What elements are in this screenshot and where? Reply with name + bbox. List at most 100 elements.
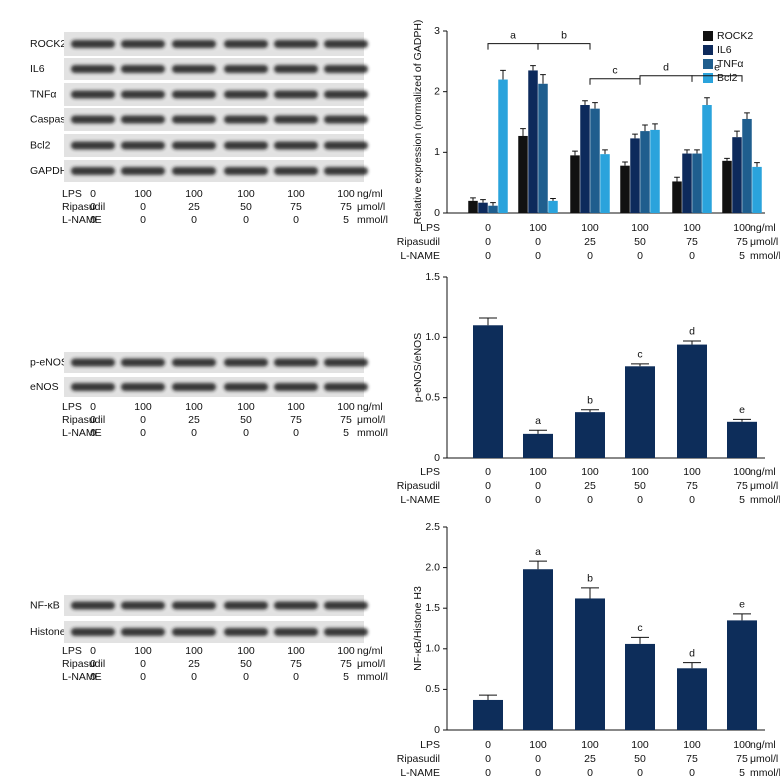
legend-swatch	[703, 59, 713, 69]
y-tick-label: 3	[434, 25, 440, 37]
blot-band	[224, 40, 268, 48]
condition-value: 100	[337, 401, 355, 413]
condition-value: 0	[293, 214, 299, 226]
blot-band	[172, 115, 216, 124]
condition-value: 100	[134, 188, 152, 200]
blot-band	[121, 90, 165, 99]
condition-unit: ng/ml	[357, 188, 383, 200]
bar	[600, 154, 610, 213]
condition-value: 25	[584, 480, 596, 492]
bar	[677, 344, 707, 458]
condition-value: 100	[287, 401, 305, 413]
condition-value: 0	[293, 427, 299, 439]
blot-label: GAPDH	[30, 165, 67, 177]
blot-band	[121, 167, 165, 175]
condition-value: 0	[485, 250, 491, 262]
condition-value: 25	[584, 753, 596, 765]
condition-value: 5	[343, 671, 349, 683]
condition-value: 5	[739, 767, 745, 779]
blot-band	[324, 115, 368, 124]
condition-value: 0	[90, 427, 96, 439]
blot-label: ROCK2	[30, 38, 66, 50]
error-bar	[581, 587, 599, 599]
bar-label: c	[637, 349, 642, 361]
condition-value: 100	[185, 188, 203, 200]
condition-value: 100	[733, 466, 751, 478]
y-axis-label: NF-κB/Histone H3	[412, 586, 424, 671]
condition-label: Ripasudil	[62, 414, 105, 426]
y-tick-label: 0	[434, 207, 440, 219]
bar-label: a	[535, 546, 541, 558]
blot-band	[172, 383, 216, 391]
condition-value: 100	[683, 466, 701, 478]
annotation: a	[510, 29, 516, 41]
blot-band	[172, 358, 216, 367]
condition-value: 0	[485, 466, 491, 478]
blot-band	[324, 167, 368, 175]
condition-label: L-NAME	[62, 214, 102, 226]
blot-band	[224, 90, 268, 99]
blot-band	[324, 601, 368, 610]
blot-band	[121, 141, 165, 150]
bar-label: d	[689, 326, 695, 338]
bar	[732, 137, 742, 213]
bar	[722, 160, 732, 213]
condition-value: 100	[631, 739, 649, 751]
y-axis-label: p-eNOS/eNOS	[412, 333, 424, 402]
y-tick-label: 2	[434, 85, 440, 97]
condition-label: L-NAME	[400, 250, 440, 262]
condition-value: 75	[736, 480, 748, 492]
condition-value: 75	[686, 753, 698, 765]
condition-value: 0	[587, 767, 593, 779]
condition-value: 50	[634, 236, 646, 248]
annotation: e	[714, 62, 720, 74]
error-bar	[582, 100, 588, 106]
blot-band	[71, 141, 115, 150]
condition-value: 75	[686, 236, 698, 248]
condition-value: 0	[191, 427, 197, 439]
blot-label: NF-κB	[30, 599, 60, 611]
bar-label: d	[689, 647, 695, 659]
condition-value: 25	[584, 236, 596, 248]
error-bar	[744, 112, 750, 119]
condition-value: 100	[631, 466, 649, 478]
error-bar	[622, 161, 628, 166]
condition-value: 0	[293, 671, 299, 683]
condition-value: 75	[340, 414, 352, 426]
blot-band	[224, 383, 268, 391]
blot-band	[71, 383, 115, 391]
condition-value: 0	[535, 767, 541, 779]
bar	[677, 668, 707, 730]
bar	[682, 153, 692, 213]
blot-band	[224, 65, 268, 73]
bar	[575, 412, 605, 458]
condition-value: 50	[634, 753, 646, 765]
condition-unit: mmol/l	[357, 671, 388, 683]
blot-band	[324, 383, 368, 391]
blot-band	[274, 383, 318, 391]
blot-band	[121, 383, 165, 391]
blot-band	[324, 40, 368, 48]
condition-value: 0	[90, 658, 96, 670]
bar	[478, 202, 488, 213]
condition-value: 0	[637, 494, 643, 506]
error-bar	[602, 149, 608, 155]
bar-label: e	[739, 599, 745, 611]
condition-value: 100	[237, 188, 255, 200]
bar-label: e	[739, 404, 745, 416]
condition-value: 25	[188, 201, 200, 213]
blot-band	[324, 358, 368, 367]
condition-label: LPS	[420, 222, 440, 234]
condition-value: 0	[191, 214, 197, 226]
legend-label: Bcl2	[717, 72, 738, 84]
condition-value: 0	[485, 480, 491, 492]
error-bar	[529, 429, 547, 434]
condition-unit: μmol/l	[750, 753, 778, 765]
blot-band	[324, 628, 368, 636]
condition-value: 0	[485, 739, 491, 751]
condition-value: 0	[191, 671, 197, 683]
error-bar	[652, 123, 658, 130]
error-bar	[479, 317, 497, 326]
error-bar	[550, 197, 556, 201]
error-bar	[734, 130, 740, 138]
